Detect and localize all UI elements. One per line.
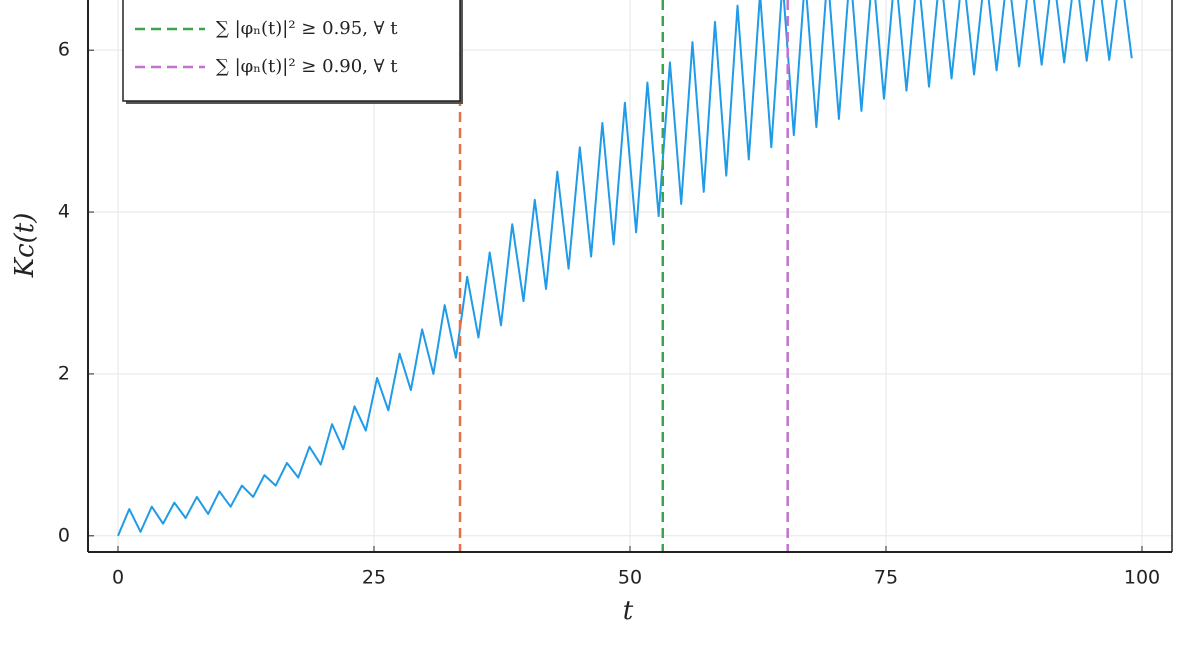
y-tick-label: 6 [58, 39, 70, 61]
y-tick-label: 4 [58, 201, 70, 223]
legend: ∑ |φₙ(t)|² ≥ 0.99, ∀ t ∑ |φₙ(t)|² ≥ 0.95,… [122, 0, 463, 104]
x-tick-label: 100 [1124, 567, 1160, 589]
y-axis-label: Kc(t) [10, 213, 40, 279]
x-tick-label: 50 [618, 567, 642, 589]
y-tick-label: 0 [58, 524, 70, 546]
legend-box [122, 0, 461, 102]
plot-area [117, 0, 1133, 552]
legend-label: ∑ |φₙ(t)|² ≥ 0.90, ∀ t [216, 56, 398, 77]
data-line [117, 0, 1133, 537]
y-tick-label: 2 [58, 362, 70, 384]
legend-label: ∑ |φₙ(t)|² ≥ 0.99, ∀ t [216, 0, 398, 1]
x-axis-label: t [623, 596, 634, 626]
legend-label: ∑ |φₙ(t)|² ≥ 0.95, ∀ t [216, 18, 398, 39]
x-tick-label: 0 [112, 567, 124, 589]
x-tick-label: 25 [362, 567, 386, 589]
x-tick-label: 75 [874, 567, 898, 589]
